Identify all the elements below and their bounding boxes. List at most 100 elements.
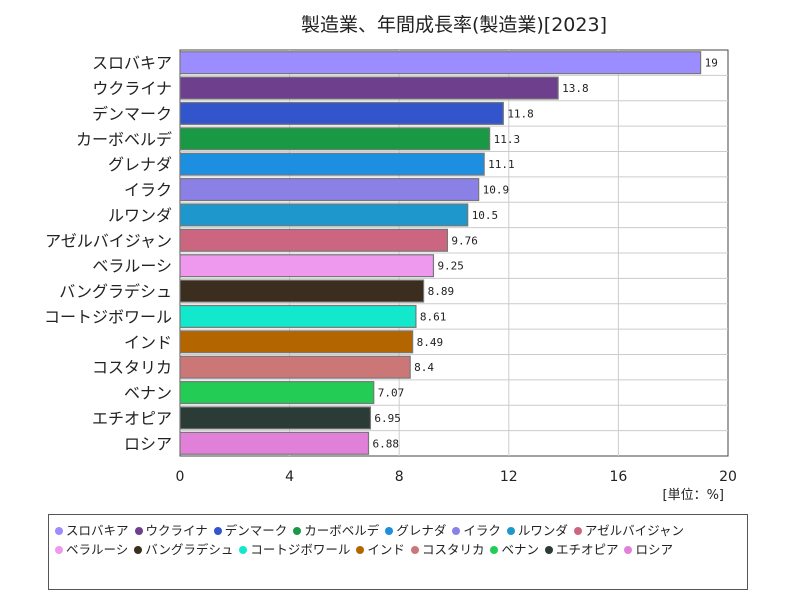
category-label: イラク xyxy=(124,181,172,200)
legend-label: グレナダ xyxy=(396,523,447,538)
value-label: 6.95 xyxy=(374,412,401,425)
legend-swatch xyxy=(573,527,582,535)
x-tick-label: 20 xyxy=(719,469,737,485)
bar xyxy=(179,279,425,303)
category-label: カーボベルデ xyxy=(76,130,172,149)
legend-label: インド xyxy=(367,542,405,557)
legend-swatch xyxy=(356,546,365,554)
category-label: エチオピア xyxy=(92,409,172,428)
legend-swatch xyxy=(544,546,553,554)
value-label: 10.5 xyxy=(472,209,499,222)
value-label: 8.4 xyxy=(414,361,434,374)
legend-swatch xyxy=(213,527,222,535)
category-label: コスタリカ xyxy=(92,358,172,377)
legend-item: デンマーク xyxy=(213,521,288,540)
bar xyxy=(179,127,491,151)
legend-label: ベラルーシ xyxy=(66,542,129,557)
value-label: 7.07 xyxy=(378,387,405,400)
category-label: コートジボワール xyxy=(44,307,172,326)
legend-swatch xyxy=(134,527,143,535)
value-label: 8.89 xyxy=(428,285,455,298)
legend-item: ロシア xyxy=(624,540,673,559)
legend-item: エチオピア xyxy=(544,540,619,559)
bar xyxy=(179,406,372,430)
legend-item: ルワンダ xyxy=(506,521,568,540)
legend-label: デンマーク xyxy=(224,523,288,538)
legend-swatch xyxy=(410,546,419,554)
category-label: インド xyxy=(124,333,172,352)
legend-item: アゼルバイジャン xyxy=(573,521,684,540)
bar xyxy=(179,304,417,328)
legend-item: バングラデシュ xyxy=(134,540,233,559)
bar xyxy=(179,51,702,75)
legend-swatch xyxy=(55,527,63,535)
legend-label: イラク xyxy=(463,523,501,538)
legend-item: インド xyxy=(356,540,405,559)
legend-swatch xyxy=(55,546,63,554)
x-tick-label: 16 xyxy=(609,469,627,485)
bar xyxy=(179,431,370,455)
legend-label: ルワンダ xyxy=(517,523,568,538)
legend: スロバキア ウクライナ デンマーク カーボベルデ グレナダ イラク ルワンダ アゼルバイジャン… xyxy=(48,514,748,590)
value-label: 6.88 xyxy=(373,437,400,450)
bar xyxy=(179,101,504,125)
value-label: 19 xyxy=(705,57,718,70)
category-label: アゼルバイジャン xyxy=(45,231,172,250)
legend-label: カーボベルデ xyxy=(304,523,380,538)
legend-swatch xyxy=(506,527,515,535)
category-label: デンマーク xyxy=(92,104,172,123)
legend-swatch xyxy=(624,546,633,554)
bar xyxy=(179,152,485,176)
legend-item: イラク xyxy=(452,521,501,540)
legend-label: コスタリカ xyxy=(421,542,485,557)
category-label: ルワンダ xyxy=(108,206,172,225)
bar xyxy=(179,355,411,379)
value-label: 11.8 xyxy=(507,107,534,120)
legend-label: ロシア xyxy=(635,542,673,557)
category-label: ロシア xyxy=(124,434,172,453)
legend-item: ベラルーシ xyxy=(55,540,128,559)
legend-label: ベナン xyxy=(501,542,539,557)
legend-item: カーボベルデ xyxy=(293,521,379,540)
legend-item: コートジボワール xyxy=(239,540,350,559)
value-label: 9.25 xyxy=(437,260,464,273)
legend-swatch xyxy=(452,527,461,535)
legend-item: コスタリカ xyxy=(410,540,485,559)
legend-swatch xyxy=(490,546,499,554)
bar xyxy=(179,203,469,227)
chart-title: 製造業、年間成長率(製造業)[2023] xyxy=(300,14,607,36)
category-label: ベラルーシ xyxy=(92,257,172,276)
value-label: 9.76 xyxy=(451,234,478,247)
bar xyxy=(179,381,375,405)
labels: 0 4 8 12 16 20 スロバキア 19 ウクライナ 13.8 デンマーク 11.8 カーボベルデ… xyxy=(44,54,737,485)
bar xyxy=(179,76,559,100)
x-tick-label: 4 xyxy=(285,469,294,485)
value-label: 8.61 xyxy=(420,310,447,323)
bar xyxy=(179,178,480,202)
legend-item: グレナダ xyxy=(385,521,446,540)
bars xyxy=(179,51,702,455)
unit-label: [単位：%] xyxy=(663,487,725,503)
legend-label: コートジボワール xyxy=(250,542,351,557)
category-label: ベナン xyxy=(124,384,172,403)
value-label: 13.8 xyxy=(562,82,589,95)
x-tick-label: 12 xyxy=(500,469,518,485)
legend-label: エチオピア xyxy=(555,542,619,557)
x-tick-label: 8 xyxy=(395,469,404,485)
legend-swatch xyxy=(239,546,248,554)
legend-label: ウクライナ xyxy=(145,523,208,538)
value-label: 11.3 xyxy=(494,133,521,146)
bar xyxy=(179,330,414,354)
value-label: 10.9 xyxy=(483,184,510,197)
legend-item: スロバキア xyxy=(55,521,129,540)
category-label: グレナダ xyxy=(108,155,172,174)
bar xyxy=(179,254,435,278)
legend-label: アゼルバイジャン xyxy=(584,523,684,538)
gridlines xyxy=(180,50,728,456)
value-label: 8.49 xyxy=(417,336,444,349)
legend-label: スロバキア xyxy=(66,523,129,538)
legend-swatch xyxy=(134,546,143,554)
value-label: 11.1 xyxy=(488,158,515,171)
legend-swatch xyxy=(385,527,394,535)
